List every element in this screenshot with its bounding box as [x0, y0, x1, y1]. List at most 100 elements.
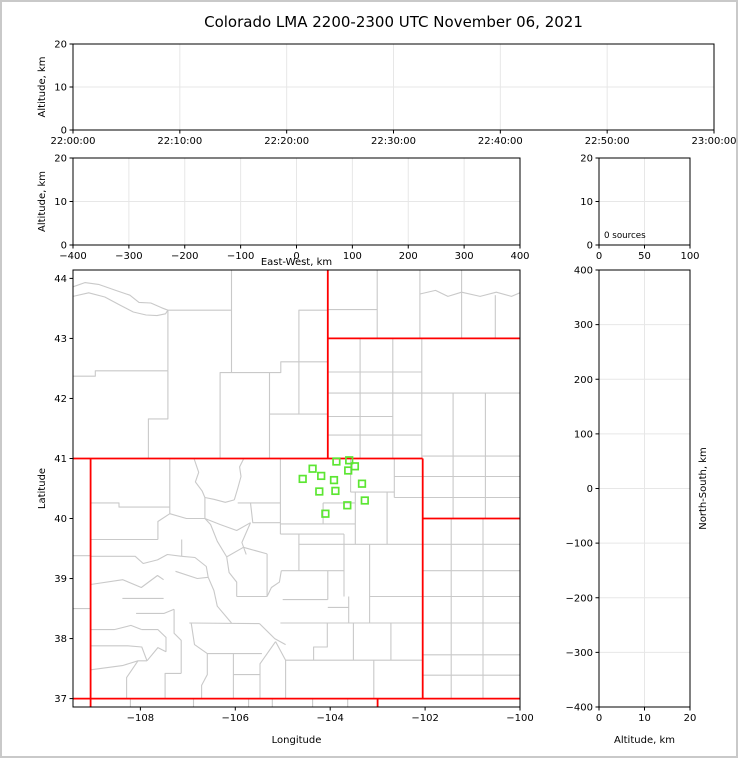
station-marker — [344, 466, 353, 475]
x-tick-label: −100 — [506, 713, 533, 724]
x-tick-label: −400 — [59, 251, 86, 262]
county-line — [175, 570, 209, 580]
y-axis-label: Altitude, km — [37, 57, 48, 118]
x-tick-label: −200 — [171, 251, 198, 262]
y-tick-label: 0 — [61, 126, 67, 137]
county-line — [126, 660, 139, 699]
y-tick-label: 43 — [54, 334, 67, 345]
y-tick-label: 42 — [54, 394, 67, 405]
x-tick-label: 22:20:00 — [264, 136, 309, 147]
y-tick-label: 38 — [54, 634, 67, 645]
county-line — [193, 458, 206, 498]
county-line — [219, 372, 232, 459]
x-tick-label: 100 — [343, 251, 362, 262]
y-tick-label: 100 — [574, 429, 593, 440]
x-tick-label: 200 — [399, 251, 418, 262]
county-line — [136, 608, 175, 614]
station-marker — [315, 487, 324, 496]
x-tick-label: 22:10:00 — [157, 136, 202, 147]
y-axis-label: North-South, km — [698, 447, 709, 530]
station-marker — [308, 464, 317, 473]
x-tick-label: −108 — [127, 713, 154, 724]
y-tick-label: 200 — [574, 375, 593, 386]
county-line — [233, 458, 245, 501]
county-line — [190, 622, 208, 699]
x-tick-label: −300 — [115, 251, 142, 262]
x-tick-label: 400 — [510, 251, 529, 262]
panel-time-height: 22:00:00 22:10:00 22:20:00 22:30:00 22:40:00… — [37, 40, 736, 148]
county-line — [90, 660, 147, 671]
x-tick-label: −104 — [316, 713, 343, 724]
county-line — [169, 497, 206, 520]
x-tick-label: 0 — [596, 713, 602, 724]
station-marker — [298, 474, 307, 484]
station-marker — [357, 479, 367, 488]
x-axis-label: Longitude — [272, 735, 322, 746]
sources-count-annotation: 0 sources — [604, 231, 646, 241]
county-line — [313, 623, 328, 661]
county-line — [207, 577, 232, 624]
y-axis-label: Latitude — [37, 468, 48, 509]
y-tick-label: −300 — [566, 648, 593, 659]
station-marker — [321, 509, 330, 518]
y-tick-label: 0 — [61, 241, 67, 252]
county-line — [73, 370, 168, 377]
county-line — [72, 282, 169, 311]
x-axis-label: Altitude, km — [614, 735, 675, 746]
station-marker — [331, 486, 340, 496]
x-tick-label: 20 — [684, 713, 697, 724]
panel-ns-height: 0 10 20 400 300 200 100 0 −100 −200 −300 −400 Altitu… — [566, 266, 709, 747]
chart-title: Colorado LMA 2200-2300 UTC November 06, … — [204, 13, 583, 31]
y-tick-label: 37 — [54, 694, 67, 705]
y-tick-label: −400 — [566, 703, 593, 714]
y-tick-label: 10 — [54, 83, 67, 94]
x-tick-label: 10 — [638, 713, 651, 724]
x-tick-label: 22:30:00 — [371, 136, 416, 147]
panel-ew-height: −400 −300 −200 −100 0 100 200 300 400 0 10 20 East-W… — [37, 154, 530, 269]
county-line — [72, 292, 169, 317]
county-line — [204, 517, 251, 532]
y-tick-label: −200 — [566, 593, 593, 604]
y-tick-label: 10 — [580, 197, 593, 208]
station-marker — [329, 475, 339, 485]
county-line — [259, 641, 277, 699]
station-marker — [360, 496, 369, 505]
x-tick-label: 22:40:00 — [478, 136, 523, 147]
y-axis-label: Altitude, km — [37, 171, 48, 232]
x-tick-label: 300 — [455, 251, 474, 262]
county-line — [146, 647, 167, 662]
county-line — [249, 502, 281, 524]
county-line — [266, 570, 282, 597]
county-line — [269, 361, 328, 374]
y-tick-label: 20 — [580, 154, 593, 165]
station-marker — [350, 462, 360, 471]
county-line — [226, 556, 238, 597]
county-line — [90, 502, 170, 508]
county-line — [90, 574, 164, 589]
x-tick-label: 0 — [293, 251, 299, 262]
station-marker — [345, 456, 354, 465]
panel-map: −108 −106 −104 −102 −100 37 38 39 40 41 42 43 44 Long… — [37, 269, 534, 746]
x-tick-label: 100 — [680, 251, 699, 262]
county-line — [226, 546, 268, 558]
county-line — [164, 672, 182, 699]
county-line — [157, 513, 171, 540]
county-line — [147, 370, 169, 459]
x-tick-label: 22:50:00 — [585, 136, 630, 147]
y-tick-label: 41 — [54, 454, 67, 465]
county-line — [204, 496, 235, 503]
y-tick-label: 0 — [587, 484, 593, 495]
x-tick-label: −102 — [411, 713, 438, 724]
county-line — [90, 624, 142, 631]
axes-frame — [72, 269, 521, 708]
county-line — [204, 518, 228, 558]
county-line — [90, 553, 182, 565]
y-tick-label: 40 — [54, 514, 67, 525]
station-marker — [332, 457, 341, 466]
county-line — [173, 609, 182, 674]
x-tick-label: 23:00:00 — [692, 136, 737, 147]
y-tick-label: 0 — [587, 241, 593, 252]
x-tick-label: −106 — [222, 713, 249, 724]
